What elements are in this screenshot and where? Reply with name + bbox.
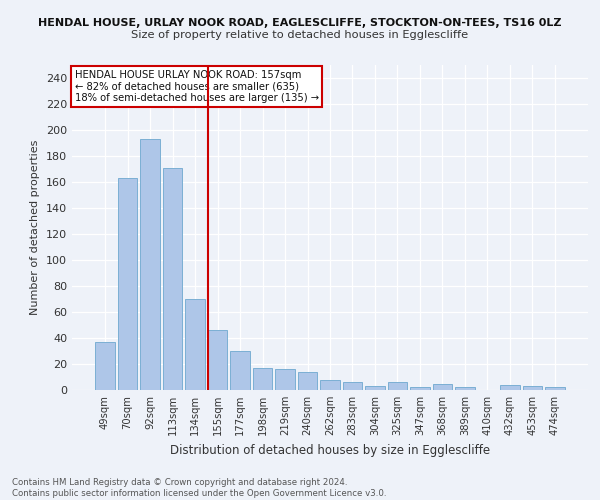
Bar	[253, 368, 272, 390]
Text: HENDAL HOUSE, URLAY NOOK ROAD, EAGLESCLIFFE, STOCKTON-ON-TEES, TS16 0LZ: HENDAL HOUSE, URLAY NOOK ROAD, EAGLESCLI…	[38, 18, 562, 28]
Bar	[185, 299, 205, 390]
Bar	[230, 351, 250, 390]
Bar	[95, 342, 115, 390]
Bar	[410, 388, 430, 390]
Bar	[163, 168, 182, 390]
Bar	[433, 384, 452, 390]
Bar	[523, 386, 542, 390]
Y-axis label: Number of detached properties: Number of detached properties	[31, 140, 40, 315]
Bar	[275, 369, 295, 390]
Text: HENDAL HOUSE URLAY NOOK ROAD: 157sqm
← 82% of detached houses are smaller (635)
: HENDAL HOUSE URLAY NOOK ROAD: 157sqm ← 8…	[74, 70, 319, 103]
Bar	[365, 386, 385, 390]
Bar	[500, 385, 520, 390]
Bar	[343, 382, 362, 390]
Bar	[208, 330, 227, 390]
Text: Size of property relative to detached houses in Egglescliffe: Size of property relative to detached ho…	[131, 30, 469, 40]
Bar	[140, 139, 160, 390]
Bar	[455, 388, 475, 390]
Bar	[320, 380, 340, 390]
X-axis label: Distribution of detached houses by size in Egglescliffe: Distribution of detached houses by size …	[170, 444, 490, 456]
Bar	[118, 178, 137, 390]
Bar	[545, 388, 565, 390]
Text: Contains HM Land Registry data © Crown copyright and database right 2024.
Contai: Contains HM Land Registry data © Crown c…	[12, 478, 386, 498]
Bar	[298, 372, 317, 390]
Bar	[388, 382, 407, 390]
